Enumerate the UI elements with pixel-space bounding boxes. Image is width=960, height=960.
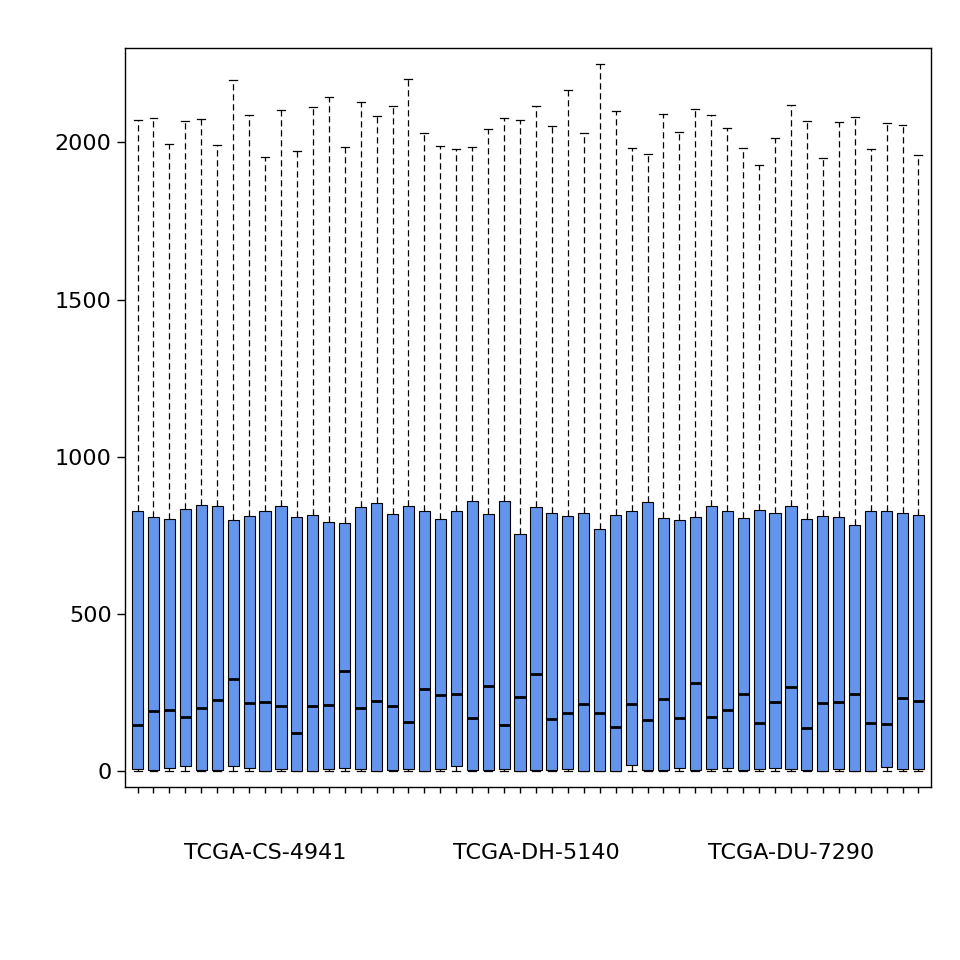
Bar: [450, 511, 462, 766]
Bar: [483, 514, 493, 770]
Bar: [913, 516, 924, 769]
Bar: [371, 503, 382, 771]
Bar: [881, 512, 892, 767]
Bar: [817, 516, 828, 771]
Bar: [833, 516, 845, 769]
Bar: [594, 529, 606, 771]
Text: TCGA-DH-5140: TCGA-DH-5140: [452, 843, 619, 863]
Bar: [180, 509, 191, 766]
Bar: [563, 516, 573, 769]
Bar: [897, 514, 908, 769]
Bar: [387, 515, 398, 771]
Bar: [658, 517, 669, 770]
Bar: [610, 516, 621, 772]
Bar: [211, 506, 223, 771]
Bar: [546, 513, 558, 770]
Bar: [850, 525, 860, 771]
Bar: [276, 506, 286, 769]
Bar: [530, 507, 541, 770]
Bar: [674, 520, 685, 768]
Bar: [324, 522, 334, 769]
Bar: [498, 501, 510, 770]
Bar: [164, 518, 175, 768]
Bar: [148, 516, 159, 770]
Bar: [515, 534, 526, 771]
Bar: [244, 516, 254, 768]
Bar: [403, 506, 414, 769]
Text: TCGA-DU-7290: TCGA-DU-7290: [708, 843, 875, 863]
Bar: [355, 507, 367, 769]
Bar: [196, 505, 206, 771]
Bar: [770, 513, 780, 768]
Bar: [642, 502, 653, 770]
Bar: [865, 512, 876, 771]
Bar: [339, 523, 350, 768]
Bar: [307, 515, 319, 771]
Bar: [754, 510, 765, 769]
Bar: [578, 513, 589, 772]
Bar: [467, 501, 478, 771]
Bar: [626, 511, 637, 765]
Bar: [435, 518, 446, 770]
Text: TCGA-CS-4941: TCGA-CS-4941: [184, 843, 347, 863]
Bar: [291, 517, 302, 771]
Bar: [132, 511, 143, 769]
Bar: [689, 517, 701, 770]
Bar: [785, 506, 797, 770]
Bar: [706, 506, 717, 769]
Bar: [722, 511, 732, 768]
Bar: [228, 520, 239, 766]
Bar: [737, 517, 749, 770]
Bar: [259, 511, 271, 771]
Bar: [802, 519, 812, 770]
Bar: [419, 511, 430, 771]
